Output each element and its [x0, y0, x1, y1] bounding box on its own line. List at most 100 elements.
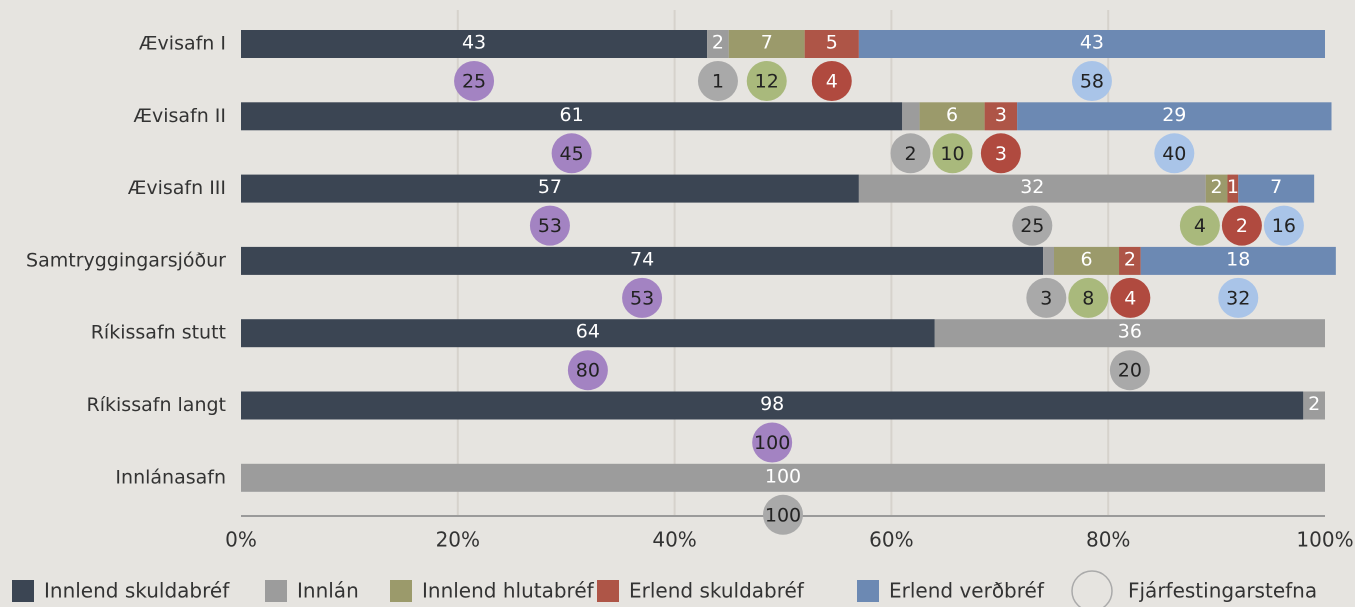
target-circle — [932, 133, 973, 174]
target-label: 53 — [630, 287, 654, 309]
target-circle — [1071, 61, 1112, 101]
target-circle — [746, 61, 787, 101]
segment-label: 57 — [538, 176, 562, 198]
segment-label: 36 — [1118, 321, 1142, 343]
target-label: 3 — [995, 143, 1007, 165]
target-circle — [1218, 277, 1259, 318]
legend-label: Innlán — [297, 579, 359, 603]
x-tick-label: 40% — [652, 528, 696, 552]
segment-label: 100 — [765, 465, 801, 487]
category-label: Ríkissafn langt — [87, 394, 226, 416]
legend-swatch — [12, 580, 34, 602]
segment-label: 18 — [1226, 248, 1250, 270]
segment-label: 29 — [1162, 104, 1186, 126]
target-label: 2 — [904, 143, 916, 165]
target-circle — [454, 61, 495, 101]
segment-label: 2 — [1308, 393, 1320, 415]
legend-swatch — [597, 580, 619, 602]
target-label: 10 — [940, 143, 964, 165]
bar-segment — [241, 463, 1325, 492]
segment-label: 6 — [1080, 248, 1092, 270]
legend-label: Innlend hlutabréf — [422, 579, 595, 603]
target-label: 100 — [754, 432, 790, 454]
target-label: 12 — [755, 71, 779, 93]
bar-segment — [804, 30, 859, 58]
bar-segment — [858, 174, 1206, 203]
target-circle — [890, 133, 931, 174]
target-circle — [1068, 277, 1109, 318]
segment-label: 2 — [1211, 176, 1223, 198]
bar-segment — [858, 30, 1325, 58]
target-label: 58 — [1080, 71, 1104, 93]
target-circle — [1012, 205, 1053, 246]
target-label: 20 — [1118, 360, 1142, 382]
target-label: 45 — [560, 143, 584, 165]
bar-segment — [1017, 102, 1332, 131]
legend-label: Fjárfestingarstefna — [1128, 579, 1317, 603]
target-circle — [551, 133, 592, 174]
segment-label: 6 — [946, 104, 958, 126]
target-circle — [811, 61, 852, 101]
bar-segment — [984, 102, 1018, 131]
legend-swatch — [390, 580, 412, 602]
x-tick-label: 60% — [869, 528, 913, 552]
segment-label: 74 — [630, 248, 654, 270]
segment-label: 3 — [995, 104, 1007, 126]
segment-label: 64 — [576, 321, 600, 343]
target-circle — [1221, 205, 1262, 246]
target-label: 2 — [1236, 215, 1248, 237]
bar-segment — [241, 246, 1044, 275]
segment-label: 98 — [760, 393, 784, 415]
bar-segment — [1303, 391, 1325, 420]
bar-segment — [241, 174, 859, 203]
target-label: 8 — [1082, 287, 1094, 309]
target-circle — [1263, 205, 1304, 246]
x-tick-label: 20% — [436, 528, 480, 552]
target-circle — [1179, 205, 1220, 246]
bar-segment — [902, 102, 920, 131]
category-label: Ævisafn II — [133, 105, 226, 127]
bar-segment — [241, 391, 1304, 420]
target-label: 25 — [462, 71, 486, 93]
bar-segment — [919, 102, 985, 131]
legend-swatch — [265, 580, 287, 602]
bar-segment — [934, 319, 1325, 348]
bar-segment — [1227, 174, 1239, 203]
bar-segment — [241, 102, 903, 131]
segment-label: 2 — [712, 32, 724, 54]
segment-label: 1 — [1227, 176, 1239, 198]
target-label: 4 — [826, 71, 838, 93]
segment-label: 7 — [761, 32, 773, 54]
target-label: 16 — [1272, 215, 1296, 237]
segment-label: 7 — [1270, 176, 1282, 198]
bar-segment — [1238, 174, 1315, 203]
bar-segment — [1119, 246, 1141, 275]
target-circle — [622, 277, 663, 318]
target-circle — [697, 61, 738, 101]
bar-segment — [1205, 174, 1228, 203]
category-label: Samtryggingarsjóður — [26, 249, 226, 271]
segment-label: 43 — [462, 32, 486, 54]
bar-segment — [241, 319, 935, 348]
segment-label: 43 — [1080, 32, 1104, 54]
target-circle — [529, 205, 570, 246]
target-label: 40 — [1162, 143, 1186, 165]
target-circle — [1109, 350, 1150, 391]
segment-label: 32 — [1020, 176, 1044, 198]
category-label: Ríkissafn stutt — [91, 322, 226, 344]
bar-segment — [241, 30, 708, 58]
legend-swatch — [857, 580, 879, 602]
target-circle — [752, 422, 793, 463]
x-tick-label: 80% — [1086, 528, 1130, 552]
segment-label: 2 — [1124, 248, 1136, 270]
target-label: 53 — [538, 215, 562, 237]
target-label: 25 — [1020, 215, 1044, 237]
bar-segment — [707, 30, 729, 58]
target-circle — [1154, 133, 1195, 174]
target-circle — [980, 133, 1021, 174]
target-circle — [1026, 277, 1067, 318]
target-label: 1 — [712, 71, 724, 93]
x-tick-label: 0% — [225, 528, 257, 552]
